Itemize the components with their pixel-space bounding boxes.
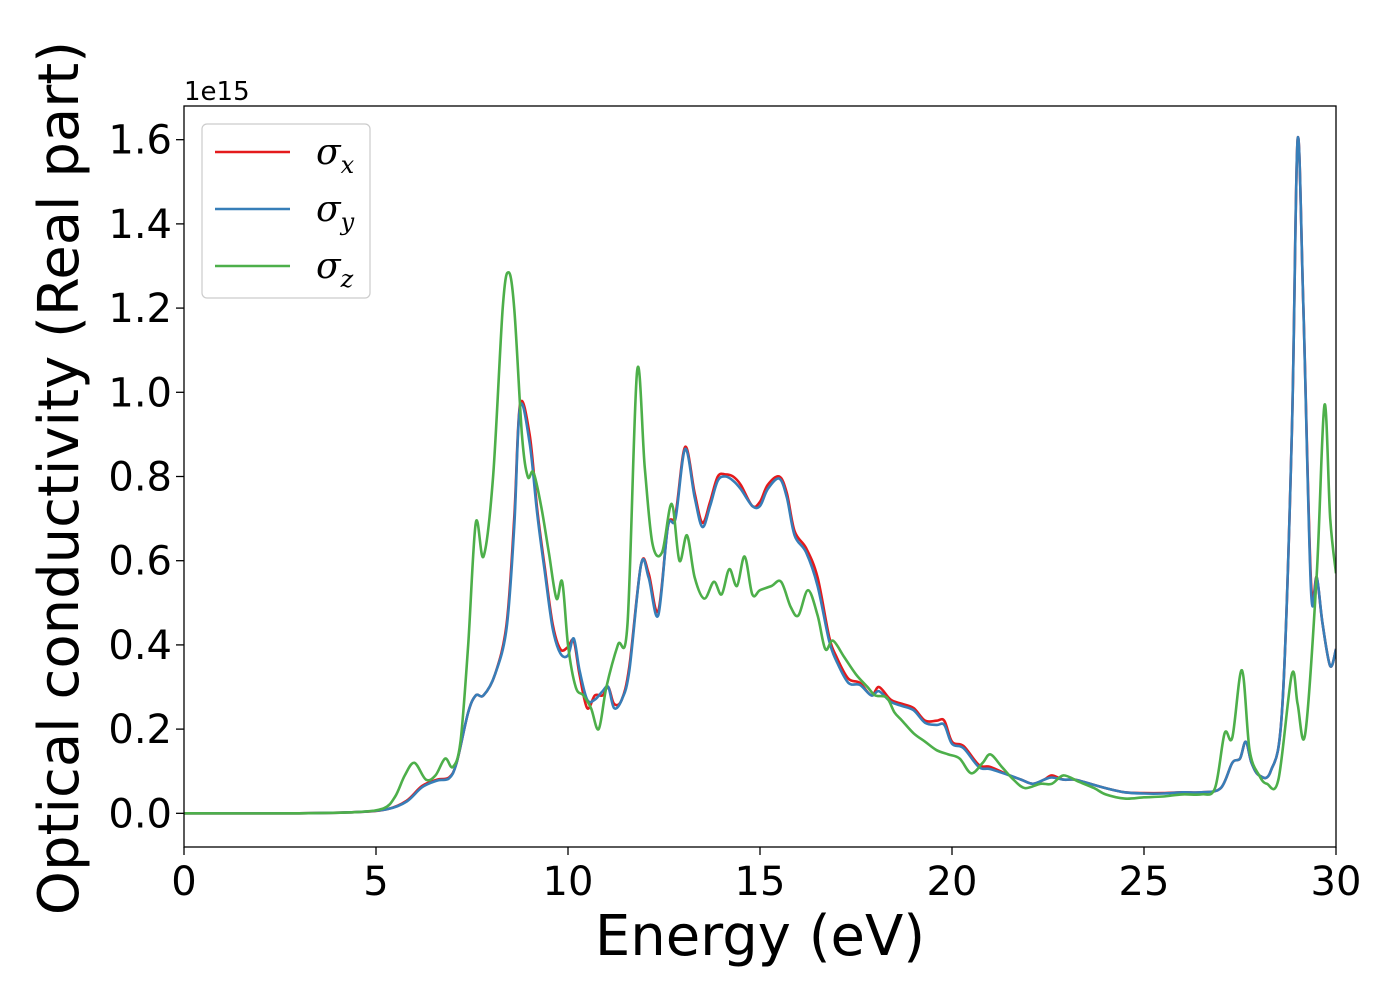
x-tick-label: 5 xyxy=(363,859,388,905)
legend-label-z: σz xyxy=(316,246,354,293)
x-tick-label: 10 xyxy=(543,859,594,905)
ticks-layer: 0 5 10 15 20 25 30 0.0 0.2 0.4 0.6 0.8 1.0 1.2 1.4 1.6 xyxy=(108,118,1361,905)
legend-label-y: σy xyxy=(316,189,355,236)
y-tick-label: 0.6 xyxy=(108,539,172,585)
legend: σx σy σz xyxy=(201,123,371,299)
series-line-y xyxy=(184,135,1336,815)
y-tick-label: 0.4 xyxy=(108,623,172,669)
y-tick-label: 1.6 xyxy=(108,118,172,164)
y-tick-label: 1.0 xyxy=(108,370,172,416)
y-tick-label: 0.0 xyxy=(108,791,172,837)
y-tick-label: 1.2 xyxy=(108,286,172,332)
y-axis-label: Optical conductivity (Real part) xyxy=(27,41,92,915)
x-tick-label: 20 xyxy=(927,859,978,905)
x-axis-label: Energy (eV) xyxy=(595,904,925,969)
series-line-z xyxy=(184,271,1336,815)
x-tick-label: 30 xyxy=(1311,859,1362,905)
y-tick-label: 0.2 xyxy=(108,707,172,753)
x-tick-label: 25 xyxy=(1119,859,1170,905)
y-tick-label: 1.4 xyxy=(108,202,172,248)
legend-label-x: σx xyxy=(316,132,355,179)
x-tick-label: 0 xyxy=(171,859,196,905)
series-layer xyxy=(184,135,1336,815)
legend-box xyxy=(201,123,371,299)
x-tick-label: 15 xyxy=(735,859,786,905)
y-tick-label: 0.8 xyxy=(108,455,172,501)
y-offset-label: 1e15 xyxy=(184,77,250,107)
